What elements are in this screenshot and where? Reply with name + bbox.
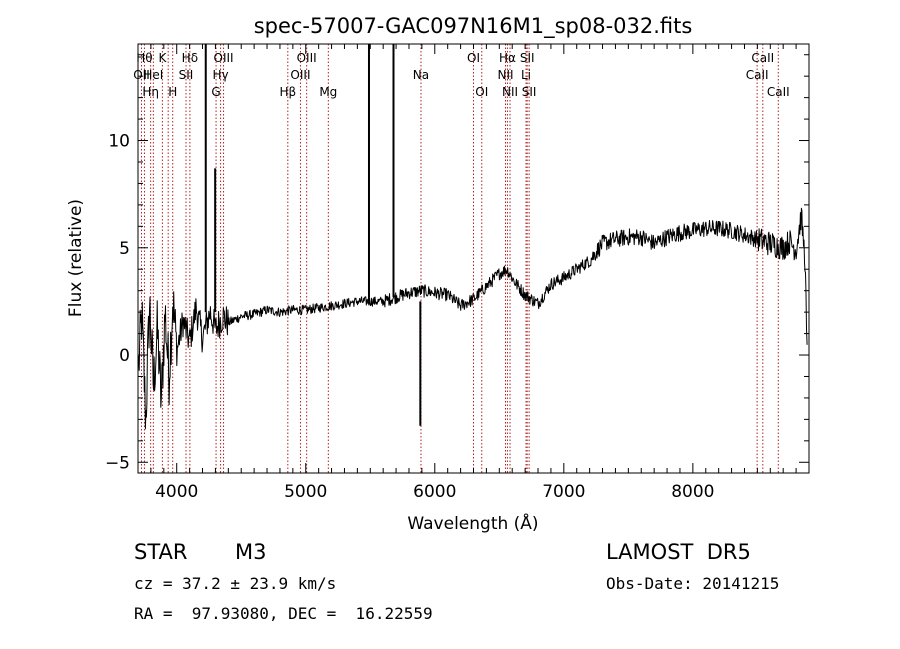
line-label-17: OI <box>467 51 480 65</box>
spectrum-line <box>138 207 808 430</box>
line-markers <box>140 44 779 473</box>
line-label-15: Mg <box>319 85 337 99</box>
line-label-10: Hγ <box>213 68 229 82</box>
x-tick-label-1: 5000 <box>284 482 327 502</box>
line-label-22: Li <box>521 68 531 82</box>
line-label-12: Hβ <box>279 85 296 99</box>
line-label-26: CaII <box>751 51 774 65</box>
line-label-1: Hθ <box>136 51 152 65</box>
y-axis-ticks: −5 0 5 10 <box>105 54 809 473</box>
line-label-16: Na <box>413 68 429 82</box>
line-label-11: OIII <box>214 51 234 65</box>
survey-name: LAMOST DR5 <box>606 540 751 564</box>
line-label-13: OIII <box>290 68 310 82</box>
x-tick-label-4: 8000 <box>671 482 714 502</box>
line-label-23: SII <box>520 51 535 65</box>
y-tick-label-1: 0 <box>119 346 130 366</box>
line-label-0: OII <box>133 68 150 82</box>
line-label-4: K <box>158 51 167 65</box>
line-label-20: Hα <box>499 51 516 65</box>
x-tick-label-3: 7000 <box>542 482 585 502</box>
object-subclass: M3 <box>235 540 267 564</box>
chart-title: spec-57007-GAC097N16M1_sp08-032.fits <box>254 14 693 39</box>
line-label-27: CaII <box>767 85 790 99</box>
y-tick-label-0: −5 <box>105 453 130 473</box>
line-label-21: NII <box>502 85 518 99</box>
observation-date: Obs-Date: 20141215 <box>606 574 780 593</box>
spike-lines <box>204 44 422 426</box>
x-tick-label-0: 4000 <box>155 482 198 502</box>
x-tick-label-2: 6000 <box>413 482 456 502</box>
x-axis-ticks: 4000 5000 6000 7000 8000 <box>150 44 797 502</box>
line-label-7: SII <box>179 68 194 82</box>
line-label-14: OIII <box>297 51 317 65</box>
redshift-cz: cz = 37.2 ± 23.9 km/s <box>134 574 337 593</box>
line-label-24: SII <box>522 85 537 99</box>
x-axis-label: Wavelength (Å) <box>407 512 538 534</box>
line-marker-labels: OIIHθHηHeIKHSIIHδGHγOIIIHβOIIIOIIIMgNaOI… <box>133 51 789 99</box>
line-label-8: Hδ <box>182 51 198 65</box>
coordinates: RA = 97.93080, DEC = 16.22559 <box>134 604 433 623</box>
line-label-6: H <box>168 85 177 99</box>
line-label-2: Hη <box>142 85 159 99</box>
y-tick-label-2: 5 <box>119 239 130 259</box>
object-class: STAR <box>134 540 188 564</box>
line-label-19: NII <box>497 68 513 82</box>
line-label-25: CaII <box>746 68 769 82</box>
y-tick-label-3: 10 <box>108 132 130 152</box>
line-label-9: G <box>211 85 220 99</box>
line-label-3: HeI <box>143 68 163 82</box>
line-label-18: OI <box>475 85 488 99</box>
y-axis-label: Flux (relative) <box>66 199 86 317</box>
